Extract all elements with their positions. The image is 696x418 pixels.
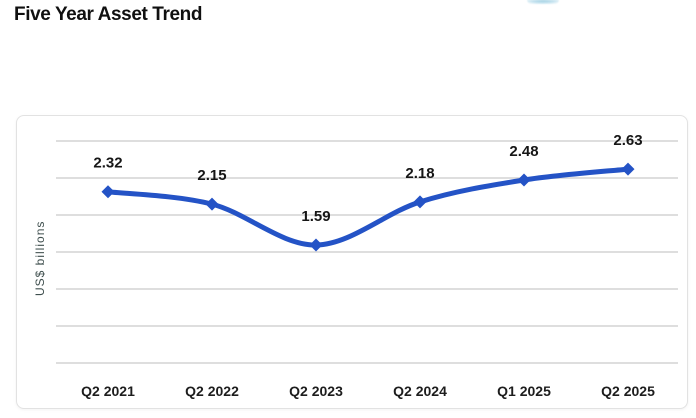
data-point-marker bbox=[413, 195, 427, 209]
data-point-marker bbox=[309, 238, 323, 252]
data-label: 2.63 bbox=[613, 132, 642, 149]
data-label: 1.59 bbox=[301, 208, 330, 225]
chart-title: Five Year Asset Trend bbox=[14, 4, 203, 25]
chart-panel: US$ billions 2.32 2.15 1.59 2.18 2.48 2.63 Q2 … bbox=[16, 115, 688, 409]
x-tick-label: Q2 2021 bbox=[81, 383, 135, 399]
data-label: 2.48 bbox=[509, 143, 538, 160]
data-label: 2.32 bbox=[93, 155, 122, 172]
x-tick-label: Q1 2025 bbox=[497, 383, 551, 399]
x-tick-label: Q2 2025 bbox=[601, 383, 655, 399]
data-point-marker bbox=[205, 197, 219, 211]
data-point-marker bbox=[621, 162, 635, 176]
partial-logo-icon bbox=[527, 0, 559, 4]
data-point-marker bbox=[101, 185, 115, 199]
x-tick-label: Q2 2023 bbox=[289, 383, 343, 399]
data-point-marker bbox=[517, 173, 531, 187]
data-label: 2.18 bbox=[405, 165, 434, 182]
line-chart: 2.32 2.15 1.59 2.18 2.48 2.63 Q2 2021 Q2 2022 Q2… bbox=[56, 132, 678, 399]
data-label: 2.15 bbox=[197, 167, 226, 184]
x-tick-label: Q2 2024 bbox=[393, 383, 447, 399]
x-tick-label: Q2 2022 bbox=[185, 383, 239, 399]
trend-line bbox=[105, 166, 631, 248]
